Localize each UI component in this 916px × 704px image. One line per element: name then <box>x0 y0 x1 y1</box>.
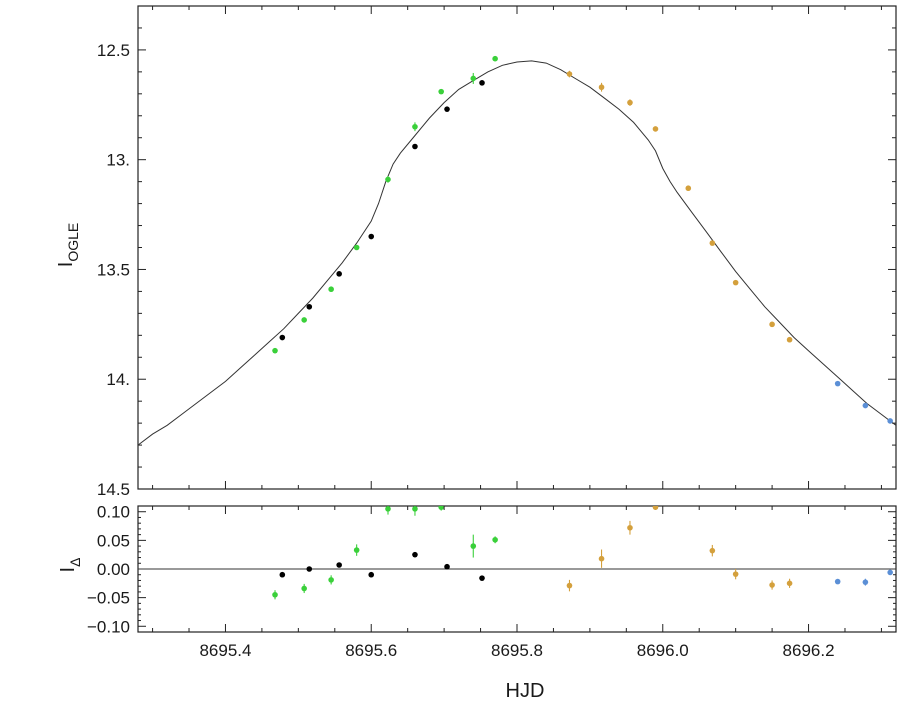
y-axis-label-main: IOGLE <box>55 223 81 267</box>
data-point <box>652 126 659 132</box>
data-point <box>412 506 418 512</box>
y-axis-label-main-sub: OGLE <box>65 223 81 262</box>
data-point <box>272 591 278 598</box>
main-series-3 <box>834 380 893 424</box>
y-axis-label-main-base: I <box>55 262 77 268</box>
data-point <box>272 347 278 354</box>
data-point <box>598 84 605 91</box>
x-axis-label: HJD <box>506 680 545 702</box>
data-point <box>412 551 418 558</box>
res-y-tick-label: 0.00 <box>97 560 130 579</box>
data-point <box>769 582 775 588</box>
data-point <box>306 566 313 572</box>
data-point <box>732 279 739 286</box>
data-point <box>786 336 793 343</box>
data-point <box>709 240 716 246</box>
data-point <box>732 571 739 577</box>
x-tick-label: 8696.0 <box>637 641 689 660</box>
x-tick-label: 8696.2 <box>783 641 835 660</box>
x-tick-label: 8695.6 <box>345 641 397 660</box>
data-point <box>470 75 477 82</box>
data-point <box>566 582 573 589</box>
res-y-tick-label: 0.10 <box>97 503 130 522</box>
y-tick-label: 14.5 <box>97 480 130 499</box>
x-tick-label: 8695.8 <box>491 641 543 660</box>
data-point <box>887 569 893 576</box>
y-tick-label: 12.5 <box>97 41 130 60</box>
data-point <box>566 71 573 77</box>
residual-series-3 <box>834 569 893 586</box>
y-tick-label: 13. <box>106 151 130 170</box>
y-tick-label: 14. <box>106 370 130 389</box>
y-axis-label-residual: IΔ <box>57 558 83 573</box>
data-point <box>786 580 793 587</box>
data-point <box>368 571 375 578</box>
data-point <box>306 303 313 310</box>
y-axis-label-residual-sub: Δ <box>67 558 83 567</box>
data-point <box>438 88 445 95</box>
data-point <box>862 579 869 585</box>
data-point <box>627 99 633 106</box>
x-axis: 8695.4 8695.6 8695.8 8696.0 8696.2 <box>152 6 882 660</box>
data-point <box>328 577 334 583</box>
data-point <box>412 143 418 150</box>
data-point <box>279 571 286 578</box>
data-point <box>492 536 498 543</box>
main-panel: 12.5 13. 13.5 14. 14.5 <box>97 5 897 499</box>
data-point <box>412 123 418 130</box>
residual-panel: 0.10 0.05 0.00 −0.05 −0.10 <box>87 503 897 636</box>
model-curve <box>138 60 896 446</box>
data-point <box>301 585 307 592</box>
data-point <box>709 547 716 554</box>
data-point <box>769 321 775 328</box>
main-series-0 <box>272 55 498 354</box>
data-point <box>470 543 477 549</box>
data-point <box>598 555 605 562</box>
residual-series-2 <box>566 506 793 592</box>
data-point <box>385 176 391 183</box>
main-series-2 <box>566 70 793 343</box>
data-point <box>353 547 360 553</box>
data-point <box>444 563 450 570</box>
x-tick-label: 8695.4 <box>199 641 251 660</box>
res-y-tick-label: 0.05 <box>97 531 130 550</box>
data-point <box>834 380 841 387</box>
data-point <box>385 506 391 512</box>
data-point <box>479 575 485 581</box>
y-axis-label-residual-base: I <box>57 567 79 573</box>
main-series-1 <box>279 80 485 341</box>
data-point <box>652 506 659 510</box>
data-point <box>336 562 342 568</box>
data-point <box>627 524 633 531</box>
residual-series-1 <box>279 551 485 581</box>
data-point <box>834 578 841 585</box>
y-tick-label: 13.5 <box>97 260 130 279</box>
res-y-tick-label: −0.10 <box>87 617 130 636</box>
data-point <box>328 286 334 293</box>
data-point <box>444 106 450 112</box>
data-point <box>479 80 485 86</box>
data-point <box>279 334 286 341</box>
data-point <box>353 244 360 251</box>
residual-series-0 <box>272 506 498 600</box>
res-y-tick-label: −0.05 <box>87 589 130 608</box>
data-point <box>438 506 444 510</box>
data-point <box>887 418 893 424</box>
data-point <box>862 402 869 409</box>
data-point <box>685 185 692 192</box>
main-panel-frame <box>137 5 897 490</box>
data-point <box>492 55 498 62</box>
data-point <box>336 271 342 277</box>
data-point <box>301 317 307 323</box>
data-point <box>368 233 375 240</box>
